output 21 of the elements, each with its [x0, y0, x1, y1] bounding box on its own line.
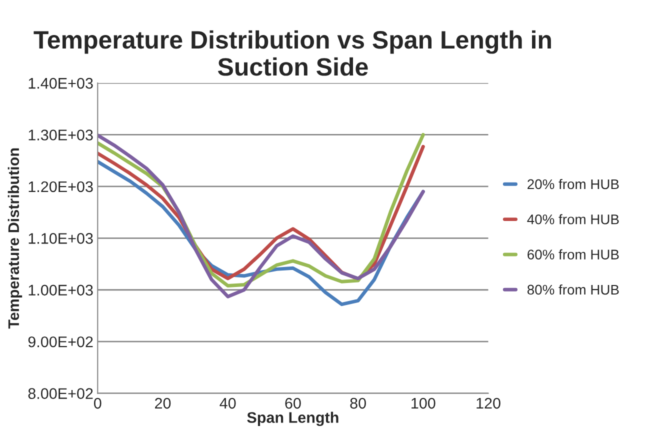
legend-label: 40% from HUB [527, 214, 619, 224]
y-tick-label: 1.40E+03 [28, 78, 93, 89]
x-tick-label: 80 [350, 398, 366, 409]
legend-label: 80% from HUB [527, 284, 619, 295]
y-tick-label: 8.00E+02 [28, 388, 93, 399]
y-tick-label: 1.20E+03 [28, 181, 93, 192]
x-tick-label: 40 [220, 398, 236, 409]
x-tick-label: 20 [155, 398, 171, 409]
y-tick-label: 1.00E+03 [28, 284, 93, 296]
y-tick-label: 9.00E+02 [28, 336, 93, 348]
chart-title: Temperature Distribution vs Span Length in Suction Side [34, 30, 551, 76]
y-axis-title: Temperature Distribution [8, 148, 22, 329]
x-tick-label: 0 [94, 398, 102, 409]
legend-label: 20% from HUB [528, 178, 619, 190]
legend-label: 60% from HUB [528, 249, 619, 260]
x-tick-label: 100 [412, 398, 436, 409]
y-tick-label: 1.10E+03 [28, 233, 93, 244]
x-tick-label: 60 [285, 398, 301, 409]
y-tick-label: 1.30E+03 [28, 130, 93, 140]
x-axis-title: Span Length [247, 412, 338, 426]
x-tick-label: 120 [476, 398, 500, 409]
